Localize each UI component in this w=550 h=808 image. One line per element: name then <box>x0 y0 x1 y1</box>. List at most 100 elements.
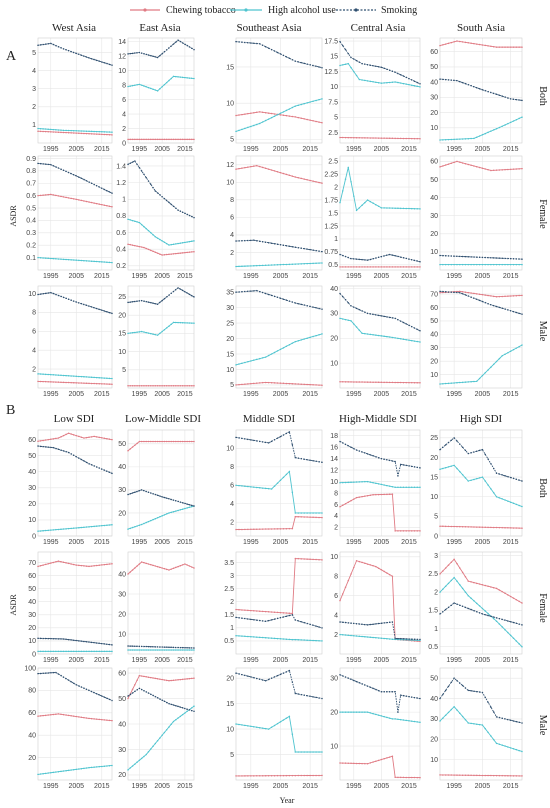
data-point-smoking <box>309 248 311 251</box>
row-title-b-1: Female <box>537 593 548 623</box>
y-tick-label: 8 <box>122 82 126 89</box>
data-point-smoking <box>193 216 195 219</box>
data-point-chewing-tobacco <box>88 565 90 568</box>
data-point-high-alcohol-use <box>478 605 481 607</box>
data-point-smoking <box>47 446 49 448</box>
data-point-smoking <box>408 695 410 698</box>
data-point-chewing-tobacco <box>518 168 520 170</box>
data-point-high-alcohol-use <box>518 643 520 645</box>
data-point-high-alcohol-use <box>410 720 413 722</box>
data-point-high-alcohol-use <box>273 485 276 487</box>
y-tick-label: 6 <box>122 97 126 104</box>
data-point-chewing-tobacco <box>501 46 503 48</box>
data-point-smoking <box>39 44 42 46</box>
data-point-high-alcohol-use <box>369 333 372 336</box>
data-point-smoking <box>402 257 405 259</box>
data-point-smoking <box>366 453 369 455</box>
data-point-chewing-tobacco <box>170 679 172 682</box>
data-point-chewing-tobacco <box>83 565 85 567</box>
data-point-high-alcohol-use <box>315 512 317 514</box>
data-point-chewing-tobacco <box>276 528 279 530</box>
data-point-smoking <box>184 43 186 45</box>
x-tick-label: 2005 <box>68 146 84 153</box>
data-point-chewing-tobacco <box>150 385 152 387</box>
data-point-high-alcohol-use <box>498 263 501 266</box>
data-point-chewing-tobacco <box>476 43 478 45</box>
data-point-chewing-tobacco <box>276 382 279 384</box>
data-point-chewing-tobacco <box>408 530 410 532</box>
data-point-high-alcohol-use <box>44 128 47 130</box>
data-point-chewing-tobacco <box>78 564 80 567</box>
data-point-chewing-tobacco <box>188 565 191 567</box>
data-point-high-alcohol-use <box>288 715 291 718</box>
data-point-smoking <box>57 167 60 169</box>
x-tick-label: 2015 <box>302 273 318 280</box>
data-point-chewing-tobacco <box>250 528 252 531</box>
data-point-chewing-tobacco <box>264 381 267 384</box>
data-point-smoking <box>70 172 72 175</box>
data-point-chewing-tobacco <box>350 136 352 139</box>
data-point-chewing-tobacco <box>140 561 143 563</box>
data-point-smoking <box>55 293 57 296</box>
data-point-chewing-tobacco <box>498 295 501 298</box>
data-point-high-alcohol-use <box>186 507 188 509</box>
data-point-chewing-tobacco <box>501 169 503 171</box>
data-point-high-alcohol-use <box>444 263 447 266</box>
data-point-smoking <box>85 180 88 182</box>
data-point-smoking <box>492 616 495 618</box>
data-point-smoking <box>470 256 472 258</box>
data-point-chewing-tobacco <box>270 169 273 171</box>
data-point-high-alcohol-use <box>170 243 172 246</box>
y-tick-label: 10 <box>28 517 36 524</box>
data-point-smoking <box>165 296 168 298</box>
series-high-alcohol-use <box>37 127 113 133</box>
series-smoking <box>439 437 523 482</box>
data-point-high-alcohol-use <box>416 340 418 343</box>
panel-frame <box>127 551 195 655</box>
data-point-high-alcohol-use <box>372 481 374 484</box>
y-tick-label: 10 <box>330 360 338 367</box>
data-point-chewing-tobacco <box>490 169 492 172</box>
data-point-chewing-tobacco <box>315 558 317 561</box>
data-point-chewing-tobacco <box>179 385 182 387</box>
data-point-high-alcohol-use <box>150 649 152 651</box>
data-point-smoking <box>490 257 492 259</box>
data-point-high-alcohol-use <box>98 130 100 133</box>
data-point-chewing-tobacco <box>380 758 383 761</box>
data-point-smoking <box>507 620 509 622</box>
data-point-chewing-tobacco <box>339 266 341 268</box>
data-point-chewing-tobacco <box>127 138 129 141</box>
data-point-chewing-tobacco <box>129 571 132 573</box>
data-point-high-alcohol-use <box>276 350 279 352</box>
data-point-smoking <box>42 43 44 46</box>
data-point-high-alcohol-use <box>253 486 255 488</box>
data-point-high-alcohol-use <box>273 724 276 727</box>
data-point-chewing-tobacco <box>507 46 509 48</box>
y-tick-label: 60 <box>430 305 438 312</box>
data-point-smoking <box>358 450 361 452</box>
data-point-high-alcohol-use <box>492 363 495 366</box>
data-point-smoking <box>55 671 57 674</box>
data-point-smoking <box>83 55 85 57</box>
data-point-smoking <box>306 248 308 250</box>
y-tick-label: 5 <box>122 367 126 374</box>
panel-frame <box>439 37 523 144</box>
data-point-high-alcohol-use <box>388 81 391 84</box>
data-point-chewing-tobacco <box>450 525 453 528</box>
data-point-chewing-tobacco <box>291 774 294 777</box>
data-point-smoking <box>101 695 103 697</box>
data-point-high-alcohol-use <box>476 477 478 480</box>
data-point-chewing-tobacco <box>399 381 402 384</box>
data-point-smoking <box>366 63 369 66</box>
data-point-chewing-tobacco <box>273 382 276 384</box>
data-point-smoking <box>413 466 416 468</box>
data-point-smoking <box>90 641 93 644</box>
data-point-high-alcohol-use <box>190 649 193 651</box>
data-point-smoking <box>93 306 95 309</box>
data-point-high-alcohol-use <box>478 723 481 726</box>
data-point-high-alcohol-use <box>453 263 455 266</box>
data-point-high-alcohol-use <box>512 348 515 351</box>
series-high-alcohol-use <box>439 705 523 753</box>
